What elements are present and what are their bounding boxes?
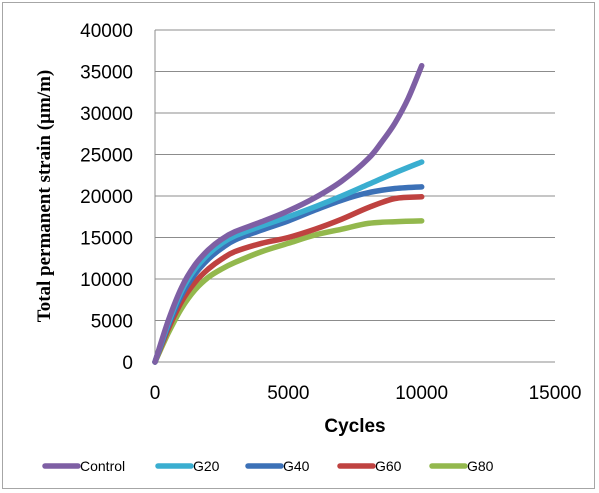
series-line-control <box>152 62 425 365</box>
x-tick-labels: 0 5000 10000 15000 <box>150 383 582 404</box>
grid-lines <box>155 29 555 321</box>
legend-label: G20 <box>193 458 220 474</box>
x-tick-label: 0 <box>150 383 161 404</box>
legend-item-g20: G20 <box>155 458 220 474</box>
legend-item-g40: G40 <box>245 458 310 474</box>
legend-label: G40 <box>283 458 310 474</box>
x-axis-label: Cycles <box>324 416 385 437</box>
y-tick-label: 30000 <box>80 104 133 125</box>
legend-item-g80: G80 <box>429 458 494 474</box>
x-tick-label: 5000 <box>267 383 309 404</box>
x-tick-label: 15000 <box>529 383 582 404</box>
legend-label: G60 <box>375 458 402 474</box>
y-tick-label: 15000 <box>80 229 133 250</box>
legend-item-g60: G60 <box>337 458 402 474</box>
y-tick-label: 10000 <box>80 270 133 291</box>
chart-frame <box>2 2 595 489</box>
axes <box>154 30 555 363</box>
y-axis-label: Total permanent strain (µm/m) <box>34 70 55 322</box>
x-tick-label: 10000 <box>395 383 448 404</box>
legend-label: Control <box>80 458 125 474</box>
legend-item-control: Control <box>42 458 125 474</box>
legend-label: G80 <box>467 458 494 474</box>
y-tick-label: 35000 <box>80 63 133 84</box>
series-line-g80 <box>152 218 425 365</box>
series-line-g60 <box>152 194 425 365</box>
y-tick-label: 20000 <box>80 187 133 208</box>
y-tick-label: 0 <box>122 353 133 374</box>
legend: Control G20 G40 G60 G80 <box>42 458 494 474</box>
series-lines <box>152 62 425 365</box>
y-tick-labels: 0 5000 10000 15000 20000 25000 30000 35000 40000 <box>80 21 133 374</box>
y-tick-label: 5000 <box>91 312 133 333</box>
y-tick-label: 40000 <box>80 21 133 42</box>
y-tick-label: 25000 <box>80 146 133 167</box>
